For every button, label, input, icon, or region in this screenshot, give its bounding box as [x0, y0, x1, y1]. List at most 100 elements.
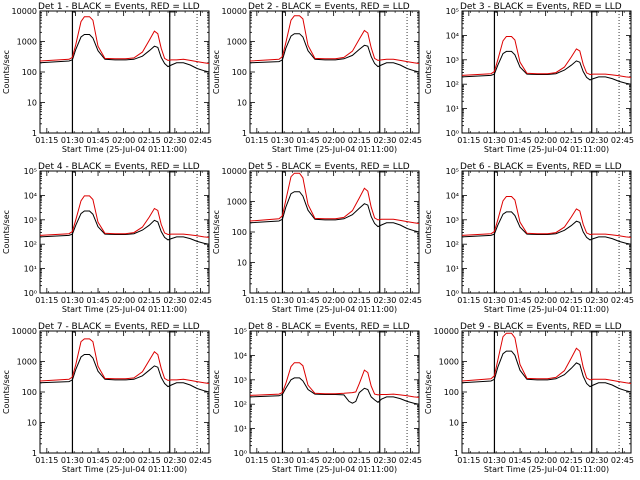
y-tick-label: 10⁴ [446, 191, 459, 200]
x-tick-label: 01:30 [61, 456, 84, 465]
x-axis-label: Start Time (25-Jul-04 01:11:00) [272, 305, 397, 314]
plot-frame [249, 170, 420, 294]
marker-bracket [282, 331, 286, 336]
x-tick-label: 01:30 [271, 136, 294, 145]
y-axis-label: Counts/sec [2, 50, 11, 94]
y-tick-label: 10⁵ [234, 327, 247, 336]
y-tick-label: 1000 [227, 198, 247, 207]
x-tick-label: 02:00 [322, 136, 345, 145]
x-tick-label: 02:45 [189, 456, 212, 465]
y-axis-label: Counts/sec [2, 370, 11, 414]
marker-bracket [169, 11, 176, 17]
plot-frame [39, 330, 210, 454]
x-tick-label: 02:00 [112, 136, 135, 145]
y-tick-label: 10³ [446, 216, 459, 225]
x-tick-label: 02:15 [348, 136, 371, 145]
plot-frame [249, 10, 420, 134]
x-axis-label: Start Time (25-Jul-04 01:11:00) [62, 305, 187, 314]
x-tick-label: 01:15 [457, 456, 480, 465]
series-lld-line [249, 362, 420, 398]
x-tick-label: 01:15 [457, 136, 480, 145]
series-events-line [461, 350, 632, 393]
x-tick-label: 01:15 [245, 296, 268, 305]
series-lld-line [461, 36, 632, 78]
y-tick-label: 10000 [12, 7, 37, 16]
y-tick-label: 10⁰ [24, 289, 37, 298]
x-tick-label: 01:45 [87, 136, 110, 145]
series-events-line [39, 354, 210, 393]
y-tick-label: 10 [237, 259, 247, 268]
x-tick-label: 02:15 [138, 296, 161, 305]
y-tick-label: 10000 [222, 7, 247, 16]
y-tick-label: 1 [242, 129, 247, 138]
y-tick-label: 100 [444, 388, 459, 397]
plot-frame [249, 330, 420, 454]
x-tick-label: 01:15 [245, 136, 268, 145]
y-tick-label: 10⁴ [24, 191, 37, 200]
panel-title: Det 5 - BLACK = Events, RED = LLD [248, 162, 410, 172]
x-tick-label: 02:15 [560, 296, 583, 305]
y-tick-label: 10⁵ [446, 167, 459, 176]
x-tick-label: 01:30 [61, 136, 84, 145]
y-tick-label: 10⁵ [446, 7, 459, 16]
panel-title: Det 4 - BLACK = Events, RED = LLD [38, 162, 200, 172]
x-tick-label: 01:30 [271, 456, 294, 465]
marker-bracket [494, 11, 498, 16]
series-events-line [461, 50, 632, 85]
y-tick-label: 1 [454, 449, 459, 458]
plot-frame [461, 170, 632, 294]
x-tick-label: 02:00 [534, 456, 557, 465]
y-tick-label: 1 [32, 129, 37, 138]
y-axis-label: Counts/sec [424, 370, 433, 414]
x-tick-label: 02:45 [189, 136, 212, 145]
panel-title: Det 3 - BLACK = Events, RED = LLD [460, 2, 622, 12]
y-tick-label: 10000 [434, 327, 459, 336]
y-tick-label: 1000 [17, 358, 37, 367]
y-tick-label: 1000 [17, 38, 37, 47]
x-tick-label: 02:45 [611, 456, 634, 465]
panel-title: Det 7 - BLACK = Events, RED = LLD [38, 322, 200, 332]
series-events-line [249, 33, 420, 73]
y-tick-label: 10⁰ [446, 129, 459, 138]
marker-bracket [72, 11, 76, 16]
y-tick-label: 10¹ [446, 105, 459, 114]
marker-bracket [379, 171, 386, 177]
x-tick-label: 02:30 [163, 296, 186, 305]
y-tick-label: 10⁴ [234, 351, 247, 360]
x-tick-label: 02:30 [585, 456, 608, 465]
panel-1: 1 10 100 1000 10000 01:15 01:30 01:45 02:00 02:15… [2, 2, 212, 154]
series-lld-line [39, 338, 210, 384]
marker-bracket [379, 11, 386, 17]
series-lld-line [39, 16, 210, 64]
y-tick-label: 10³ [24, 216, 37, 225]
series-events-line [39, 210, 210, 245]
y-tick-label: 100 [22, 388, 37, 397]
plot-frame [461, 330, 632, 454]
x-axis-label: Start Time (25-Jul-04 01:11:00) [62, 145, 187, 154]
series-lld-line [249, 15, 420, 64]
x-tick-label: 01:30 [271, 296, 294, 305]
x-tick-label: 01:30 [61, 296, 84, 305]
x-tick-label: 02:45 [189, 296, 212, 305]
x-axis-label: Start Time (25-Jul-04 01:11:00) [62, 465, 187, 474]
x-tick-label: 02:30 [163, 456, 186, 465]
series-lld-line [461, 332, 632, 384]
x-axis-label: Start Time (25-Jul-04 01:11:00) [484, 145, 609, 154]
panel-title: Det 9 - BLACK = Events, RED = LLD [460, 322, 622, 332]
x-tick-label: 01:45 [87, 456, 110, 465]
y-tick-label: 10² [446, 240, 459, 249]
x-tick-label: 02:45 [399, 296, 422, 305]
x-tick-label: 02:15 [138, 456, 161, 465]
x-tick-label: 01:45 [297, 136, 320, 145]
y-tick-label: 10¹ [234, 425, 247, 434]
series-lld-line [39, 195, 210, 238]
y-tick-label: 10 [237, 99, 247, 108]
x-axis-label: Start Time (25-Jul-04 01:11:00) [484, 465, 609, 474]
y-tick-label: 100 [22, 68, 37, 77]
panel-7: 1 10 100 1000 10000 01:15 01:30 01:45 02:00 02:15… [2, 322, 212, 474]
y-tick-label: 10 [449, 419, 459, 428]
y-tick-label: 10¹ [446, 265, 459, 274]
x-tick-label: 02:15 [560, 136, 583, 145]
series-events-line [249, 377, 420, 405]
